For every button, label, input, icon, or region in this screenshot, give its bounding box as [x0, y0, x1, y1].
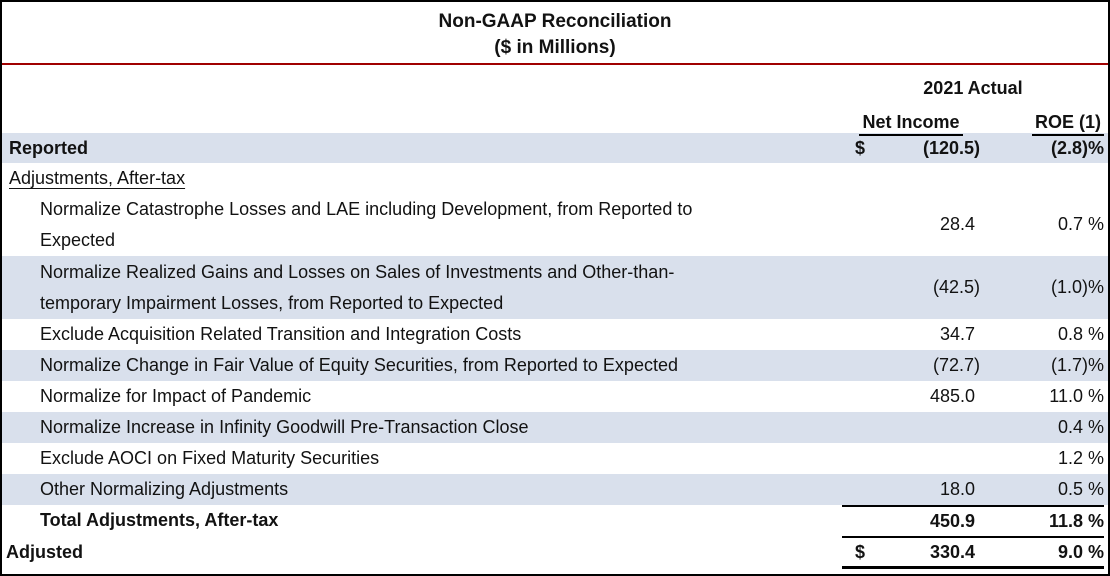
net-income-value: 34.7	[939, 324, 980, 344]
roe-value: (1.7)%	[1050, 355, 1104, 375]
roe-value: 1.2 %	[1057, 448, 1104, 468]
column-headers: 2021 Actual Net Income ROE (1)	[2, 65, 1108, 136]
dollar-sign	[842, 256, 868, 319]
row-label: Exclude Acquisition Related Transition a…	[40, 324, 522, 344]
table-row-normalize-equity-securities: Normalize Change in Fair Value of Equity…	[2, 350, 1108, 381]
net-income-value: (120.5)	[922, 137, 980, 158]
dollar-sign	[842, 505, 868, 536]
row-label: Normalize Realized Gains and Losses on S…	[40, 261, 675, 313]
row-label: Normalize Catastrophe Losses and LAE inc…	[40, 198, 693, 250]
dollar-sign	[842, 163, 868, 193]
row-label: Total Adjustments, After-tax	[40, 510, 279, 530]
roe-value: 9.0 %	[980, 536, 1104, 569]
table-subtitle: ($ in Millions)	[494, 37, 616, 58]
dollar-sign	[842, 350, 868, 381]
roe-value: 11.0 %	[1049, 386, 1104, 406]
table-row-infinity-goodwill: Normalize Increase in Infinity Goodwill …	[2, 412, 1108, 443]
table-row-reported: Reported $ (120.5) (2.8)%	[2, 133, 1108, 163]
roe-value: 0.4 %	[1057, 417, 1104, 437]
column-group-header: 2021 Actual	[923, 78, 1023, 98]
roe-value: 0.7 %	[1057, 214, 1104, 234]
dollar-sign	[842, 443, 868, 474]
dollar-sign	[842, 381, 868, 412]
row-label: Normalize Change in Fair Value of Equity…	[40, 355, 678, 375]
roe-value: (2.8)%	[1050, 137, 1104, 158]
row-label: Adjustments, After-tax	[9, 167, 186, 188]
net-income-value: 18.0	[939, 479, 980, 499]
net-income-value	[868, 412, 980, 443]
row-label: Normalize Increase in Infinity Goodwill …	[40, 417, 529, 437]
table-row-total-adjustments: Total Adjustments, After-tax 450.9 11.8 …	[2, 505, 1108, 536]
table-title-block: Non-GAAP Reconciliation ($ in Millions)	[2, 2, 1108, 65]
table-row-adjusted: Adjusted $ 330.4 9.0 %	[2, 536, 1108, 569]
row-label: Reported	[9, 137, 89, 158]
net-income-column-header: Net Income	[842, 102, 980, 138]
row-label: Other Normalizing Adjustments	[40, 479, 289, 499]
roe-value: 0.8 %	[1057, 324, 1104, 344]
table-row-normalize-realized-gains: Normalize Realized Gains and Losses on S…	[2, 256, 1108, 319]
net-income-value	[868, 163, 980, 193]
header-spacer	[2, 65, 842, 102]
net-income-value	[868, 443, 980, 474]
roe-value: 0.5 %	[1057, 479, 1104, 499]
roe-column-header: ROE (1)	[980, 102, 1104, 138]
roe-value	[980, 163, 1104, 193]
roe-value: (1.0)%	[1050, 277, 1104, 297]
net-income-value: 485.0	[929, 386, 980, 406]
table-row-adjustments-header: Adjustments, After-tax	[2, 163, 1108, 193]
table-row-other-normalizing: Other Normalizing Adjustments 18.0 0.5 %	[2, 474, 1108, 505]
net-income-value: (42.5)	[932, 277, 980, 297]
dollar-sign	[842, 193, 868, 256]
net-income-value: (72.7)	[932, 355, 980, 375]
dollar-sign: $	[855, 137, 866, 158]
table-title: Non-GAAP Reconciliation	[438, 11, 672, 32]
roe-value: 11.8 %	[980, 505, 1104, 536]
dollar-sign	[842, 319, 868, 350]
table-row-exclude-aoci: Exclude AOCI on Fixed Maturity Securitie…	[2, 443, 1108, 474]
net-income-value: 450.9	[868, 505, 980, 536]
dollar-sign: $	[842, 536, 868, 569]
row-label: Exclude AOCI on Fixed Maturity Securitie…	[40, 448, 380, 468]
table-body: Reported $ (120.5) (2.8)% Adjustments, A…	[2, 133, 1108, 569]
dollar-sign	[842, 412, 868, 443]
net-income-value: 28.4	[939, 214, 980, 234]
table-row-normalize-catastrophe: Normalize Catastrophe Losses and LAE inc…	[2, 193, 1108, 256]
table-row-normalize-pandemic: Normalize for Impact of Pandemic 485.0 1…	[2, 381, 1108, 412]
net-income-value: 330.4	[868, 536, 980, 569]
row-label: Normalize for Impact of Pandemic	[40, 386, 312, 406]
row-label: Adjusted	[6, 542, 84, 562]
table-row-exclude-acquisition-costs: Exclude Acquisition Related Transition a…	[2, 319, 1108, 350]
dollar-sign	[842, 474, 868, 505]
